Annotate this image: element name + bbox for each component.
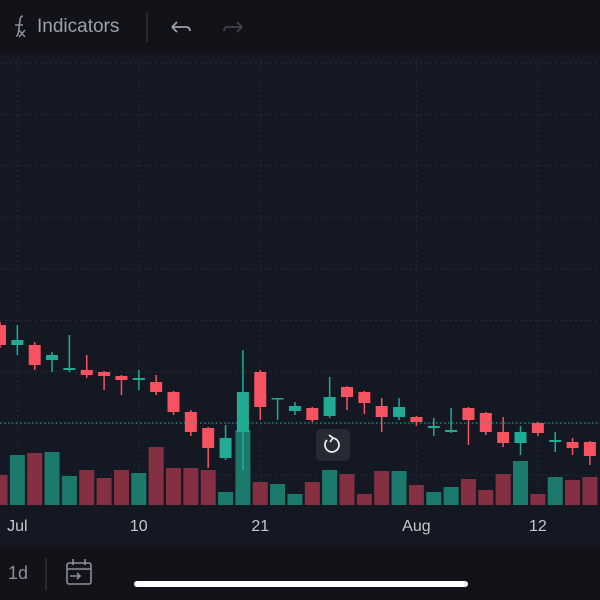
candle-body — [80, 370, 93, 375]
bottom-bar — [0, 545, 600, 600]
calendar-icon — [66, 562, 92, 585]
volume-bar — [513, 461, 528, 505]
candle-body — [236, 392, 249, 432]
candle-body — [393, 407, 406, 417]
volume-bar — [460, 479, 476, 505]
redo-button[interactable] — [223, 21, 243, 33]
volume-bar — [443, 487, 459, 505]
volume-bar — [426, 492, 442, 505]
candle-body — [184, 412, 197, 432]
candle-body — [288, 406, 301, 411]
volume-bar — [166, 468, 181, 505]
x-tick-label: Aug — [402, 518, 430, 535]
volume-bar — [270, 484, 286, 505]
candle-body — [202, 428, 215, 448]
plot — [0, 322, 600, 505]
reset-button[interactable] — [316, 429, 350, 461]
interval-button[interactable]: 1d — [8, 563, 28, 583]
volume-bar — [287, 494, 303, 505]
volume-bar — [339, 474, 355, 505]
candle-body — [46, 355, 59, 360]
candle-body — [254, 372, 267, 407]
volume-bar — [356, 494, 372, 505]
candle-body — [583, 442, 596, 456]
indicators-label: Indicators — [37, 16, 119, 37]
volume-bar — [27, 453, 43, 505]
candle-body — [375, 406, 388, 417]
volume-bar — [218, 492, 234, 505]
candle-body — [497, 432, 510, 443]
candle-body — [323, 397, 336, 416]
volume-bar — [408, 485, 424, 505]
candle-body — [410, 417, 423, 422]
candle-body — [549, 440, 562, 442]
x-tick-label: 12 — [529, 518, 547, 535]
candle-body — [514, 432, 527, 443]
reset-icon — [324, 434, 340, 453]
home-indicator — [134, 581, 468, 587]
volume-bar — [79, 470, 95, 505]
x-tick-label: 21 — [251, 518, 269, 535]
candle-body — [445, 430, 458, 432]
volume-bar — [9, 455, 25, 505]
toolbar — [0, 0, 600, 55]
undo-button[interactable] — [171, 21, 191, 33]
volume-bar — [183, 468, 199, 505]
volume-bar — [374, 471, 390, 505]
volume-bar — [582, 477, 598, 505]
fx-icon — [15, 15, 24, 37]
candle-body — [531, 423, 544, 433]
candle-body — [98, 372, 111, 376]
candle-body — [63, 368, 76, 370]
volume-bar — [131, 473, 147, 505]
candle-body — [462, 408, 475, 420]
volume-bar — [113, 470, 129, 505]
volume-bar — [565, 480, 581, 505]
volume-bar — [478, 490, 494, 505]
x-tick-label: 10 — [130, 518, 148, 535]
volume-bar — [0, 475, 8, 505]
candle-body — [566, 442, 579, 448]
date-range-button[interactable] — [66, 559, 92, 585]
calendar-icon-detail — [67, 559, 91, 580]
volume-bar — [495, 474, 511, 505]
volume-bar — [304, 482, 320, 505]
candle-body — [306, 408, 319, 420]
candle-body — [132, 378, 145, 380]
x-tick-label: Jul — [7, 518, 27, 535]
candle-body — [358, 392, 371, 403]
volume-bar — [61, 476, 77, 505]
volume-bar — [252, 482, 268, 505]
volume-bar — [200, 470, 216, 505]
fx-icon-detail — [15, 24, 26, 38]
candle-body — [479, 413, 492, 432]
volume-bar — [530, 494, 546, 505]
indicators-button[interactable]: Indicators — [15, 15, 119, 38]
volume-bar — [322, 470, 338, 505]
candle-body — [271, 398, 284, 400]
volume-bar — [96, 478, 112, 505]
candle-body — [28, 345, 41, 365]
candle-body — [11, 340, 24, 345]
candle-body — [150, 382, 163, 392]
volume-bar — [148, 447, 164, 505]
volume-bar — [391, 471, 407, 505]
volume-bar — [547, 477, 563, 505]
candle-body — [219, 438, 232, 458]
candle-body — [115, 376, 128, 380]
candle-body — [167, 392, 180, 412]
candle-body — [341, 387, 353, 397]
volume-bar — [44, 452, 60, 505]
candle-body — [427, 426, 440, 428]
candle-body — [0, 325, 6, 345]
